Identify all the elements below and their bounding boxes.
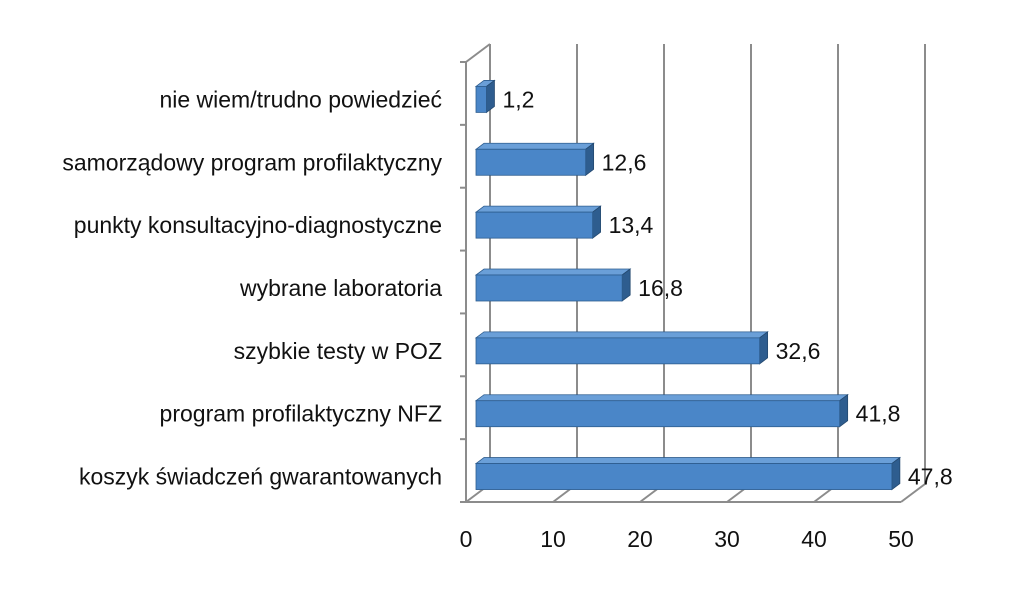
category-label: koszyk świadczeń gwarantowanych <box>79 464 442 490</box>
category-label: wybrane laboratoria <box>239 275 442 301</box>
category-label: nie wiem/trudno powiedzieć <box>159 86 442 112</box>
x-tick-label: 40 <box>801 526 827 552</box>
category-label: samorządowy program profilaktyczny <box>62 149 442 175</box>
bar-side <box>759 331 769 365</box>
category-label: punkty konsultacyjno-diagnostyczne <box>74 212 442 238</box>
bar-side <box>891 456 901 491</box>
bar-side <box>486 79 495 114</box>
x-tick-label: 0 <box>460 526 473 552</box>
chart-grid: 0 10 20 30 40 50 <box>460 43 926 552</box>
bar-top <box>474 331 769 339</box>
bar <box>475 400 841 428</box>
bar <box>475 86 487 113</box>
bar-top <box>474 142 595 150</box>
bar-side <box>621 268 631 302</box>
floor-line-50 <box>900 483 926 503</box>
bar-side <box>585 142 595 177</box>
bar-top <box>474 457 902 464</box>
bar <box>475 274 623 302</box>
x-tick-label: 30 <box>714 526 740 552</box>
x-tick-label: 20 <box>627 526 653 552</box>
x-tick-label: 10 <box>540 526 566 552</box>
bar <box>475 463 893 490</box>
bar-side <box>592 205 601 239</box>
bar-side <box>839 393 849 428</box>
data-label: 13,4 <box>609 212 654 238</box>
data-label: 47,8 <box>908 464 953 490</box>
category-label: program profilaktyczny NFZ <box>160 401 442 427</box>
bar <box>475 148 587 176</box>
category-label: szybkie testy w POZ <box>234 338 442 364</box>
data-label: 41,8 <box>856 401 901 427</box>
bar-top <box>474 268 632 276</box>
chart-labels: 1,2 nie wiem/trudno powiedzieć 12,6 samorzą… <box>62 86 952 489</box>
x-tick-label: 50 <box>888 526 914 552</box>
bar-top <box>474 394 849 402</box>
chart-bars <box>474 79 902 491</box>
data-label: 32,6 <box>776 338 821 364</box>
data-label: 1,2 <box>502 86 534 112</box>
data-label: 12,6 <box>602 149 647 175</box>
data-label: 16,8 <box>638 275 683 301</box>
bar-top <box>474 205 602 213</box>
bar <box>475 337 761 365</box>
bar <box>475 211 593 239</box>
side-wall-top-edge <box>465 43 491 63</box>
